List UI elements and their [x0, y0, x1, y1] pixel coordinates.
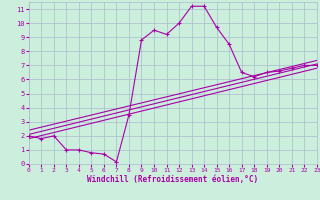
X-axis label: Windchill (Refroidissement éolien,°C): Windchill (Refroidissement éolien,°C) — [87, 175, 258, 184]
